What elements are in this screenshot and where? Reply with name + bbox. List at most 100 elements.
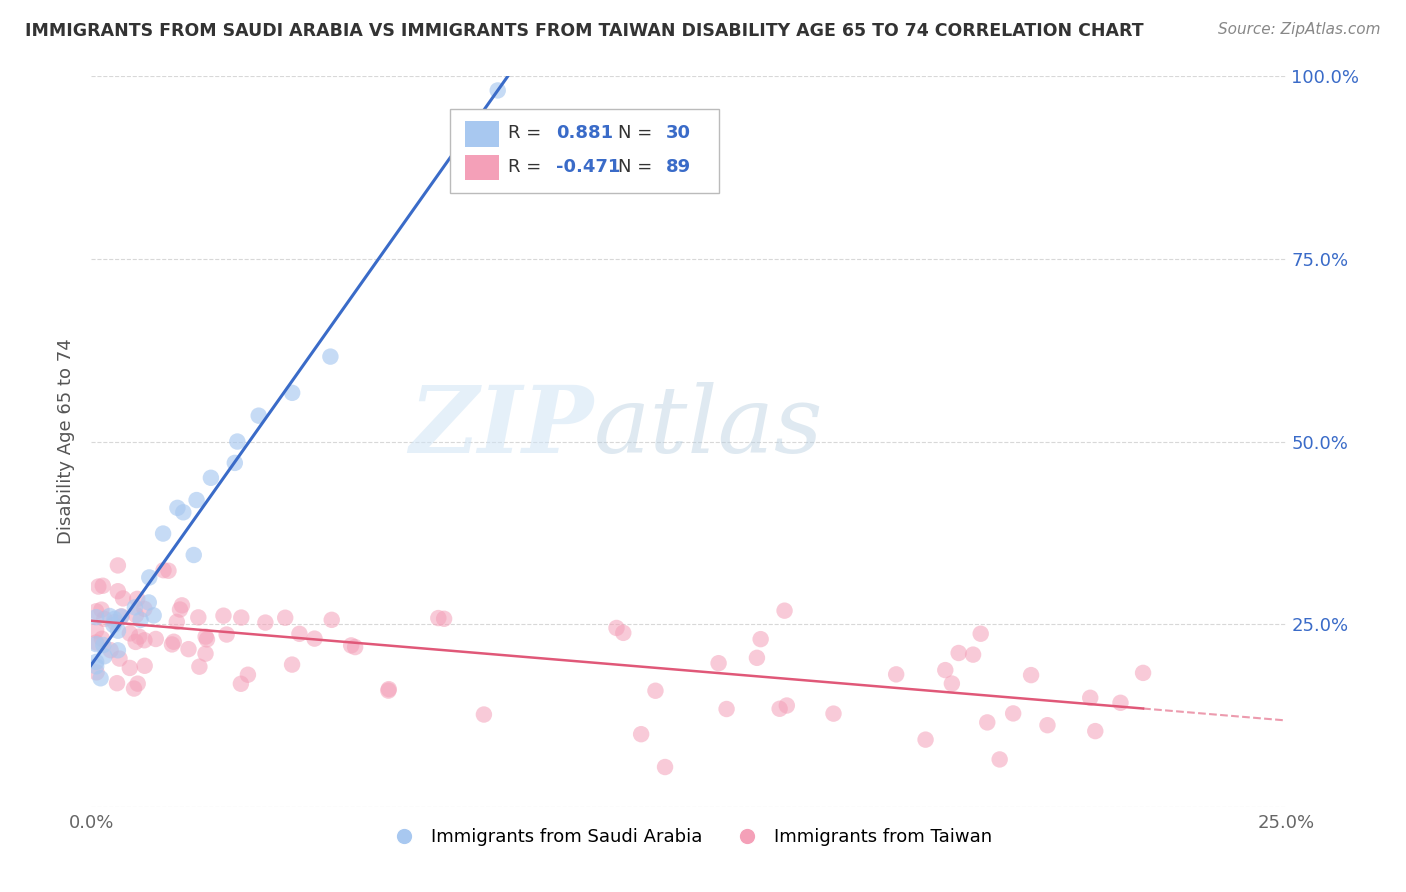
- Point: [84, 604, 107, 618]
- Point: [157, 564, 180, 578]
- Point: [194, 630, 217, 644]
- Point: [194, 647, 217, 661]
- Point: [108, 651, 131, 665]
- Point: [107, 558, 129, 573]
- Point: [823, 706, 845, 721]
- Point: [134, 633, 156, 648]
- Point: [160, 637, 183, 651]
- Point: [1132, 665, 1154, 680]
- Point: [170, 599, 193, 613]
- Text: Source: ZipAtlas.com: Source: ZipAtlas.com: [1218, 22, 1381, 37]
- Point: [745, 650, 768, 665]
- Point: [129, 613, 152, 627]
- Point: [84, 655, 107, 669]
- Point: [134, 658, 156, 673]
- Point: [98, 609, 121, 624]
- Bar: [465, 155, 499, 180]
- Point: [145, 632, 167, 646]
- Text: R =: R =: [509, 158, 547, 177]
- Point: [93, 649, 115, 664]
- Point: [90, 671, 112, 685]
- Point: [152, 526, 174, 541]
- Point: [612, 625, 634, 640]
- Point: [254, 615, 277, 630]
- Point: [107, 643, 129, 657]
- Point: [118, 661, 141, 675]
- Point: [319, 350, 342, 364]
- Point: [172, 505, 194, 519]
- Point: [103, 618, 125, 632]
- Point: [288, 627, 311, 641]
- Point: [321, 613, 343, 627]
- Point: [378, 682, 401, 697]
- Point: [91, 579, 114, 593]
- Text: -0.471: -0.471: [557, 158, 620, 177]
- Point: [707, 656, 730, 670]
- Point: [169, 602, 191, 616]
- Point: [127, 591, 149, 606]
- Point: [274, 611, 297, 625]
- Point: [84, 635, 107, 649]
- Point: [134, 602, 156, 616]
- Point: [962, 648, 984, 662]
- Point: [166, 615, 188, 629]
- Point: [128, 630, 150, 644]
- Point: [247, 409, 270, 423]
- Text: 30: 30: [666, 124, 692, 142]
- Point: [215, 627, 238, 641]
- Point: [630, 727, 652, 741]
- Point: [776, 698, 799, 713]
- Point: [941, 676, 963, 690]
- Point: [87, 580, 110, 594]
- Text: IMMIGRANTS FROM SAUDI ARABIA VS IMMIGRANTS FROM TAIWAN DISABILITY AGE 65 TO 74 C: IMMIGRANTS FROM SAUDI ARABIA VS IMMIGRAN…: [25, 22, 1144, 40]
- Point: [988, 752, 1011, 766]
- Point: [377, 683, 399, 698]
- FancyBboxPatch shape: [450, 109, 718, 193]
- Point: [340, 639, 363, 653]
- Point: [166, 500, 188, 515]
- Point: [124, 635, 146, 649]
- Point: [970, 626, 993, 640]
- Point: [86, 665, 108, 680]
- Point: [187, 610, 209, 624]
- Text: N =: N =: [619, 124, 658, 142]
- Point: [914, 732, 936, 747]
- Point: [1084, 724, 1107, 739]
- Point: [188, 659, 211, 673]
- Point: [124, 600, 146, 615]
- Point: [229, 677, 252, 691]
- Point: [769, 702, 792, 716]
- Point: [231, 610, 253, 624]
- Point: [948, 646, 970, 660]
- Point: [138, 595, 160, 609]
- Point: [344, 640, 367, 654]
- Point: [118, 626, 141, 640]
- Point: [93, 638, 115, 652]
- Point: [152, 563, 174, 577]
- Point: [1002, 706, 1025, 721]
- Point: [212, 608, 235, 623]
- Point: [91, 632, 114, 646]
- Point: [107, 624, 129, 638]
- Text: 0.881: 0.881: [557, 124, 613, 142]
- Point: [1019, 668, 1042, 682]
- Point: [84, 624, 107, 638]
- Point: [93, 612, 115, 626]
- Point: [127, 676, 149, 690]
- Point: [644, 683, 666, 698]
- Point: [654, 760, 676, 774]
- Point: [236, 667, 259, 681]
- Point: [122, 681, 145, 696]
- Point: [100, 643, 122, 657]
- Point: [281, 385, 304, 400]
- Text: 89: 89: [666, 158, 692, 177]
- Point: [200, 471, 222, 485]
- Bar: [465, 121, 499, 147]
- Point: [749, 632, 772, 647]
- Point: [107, 584, 129, 599]
- Point: [226, 434, 249, 449]
- Point: [110, 609, 132, 624]
- Point: [605, 621, 627, 635]
- Point: [281, 657, 304, 672]
- Text: R =: R =: [509, 124, 547, 142]
